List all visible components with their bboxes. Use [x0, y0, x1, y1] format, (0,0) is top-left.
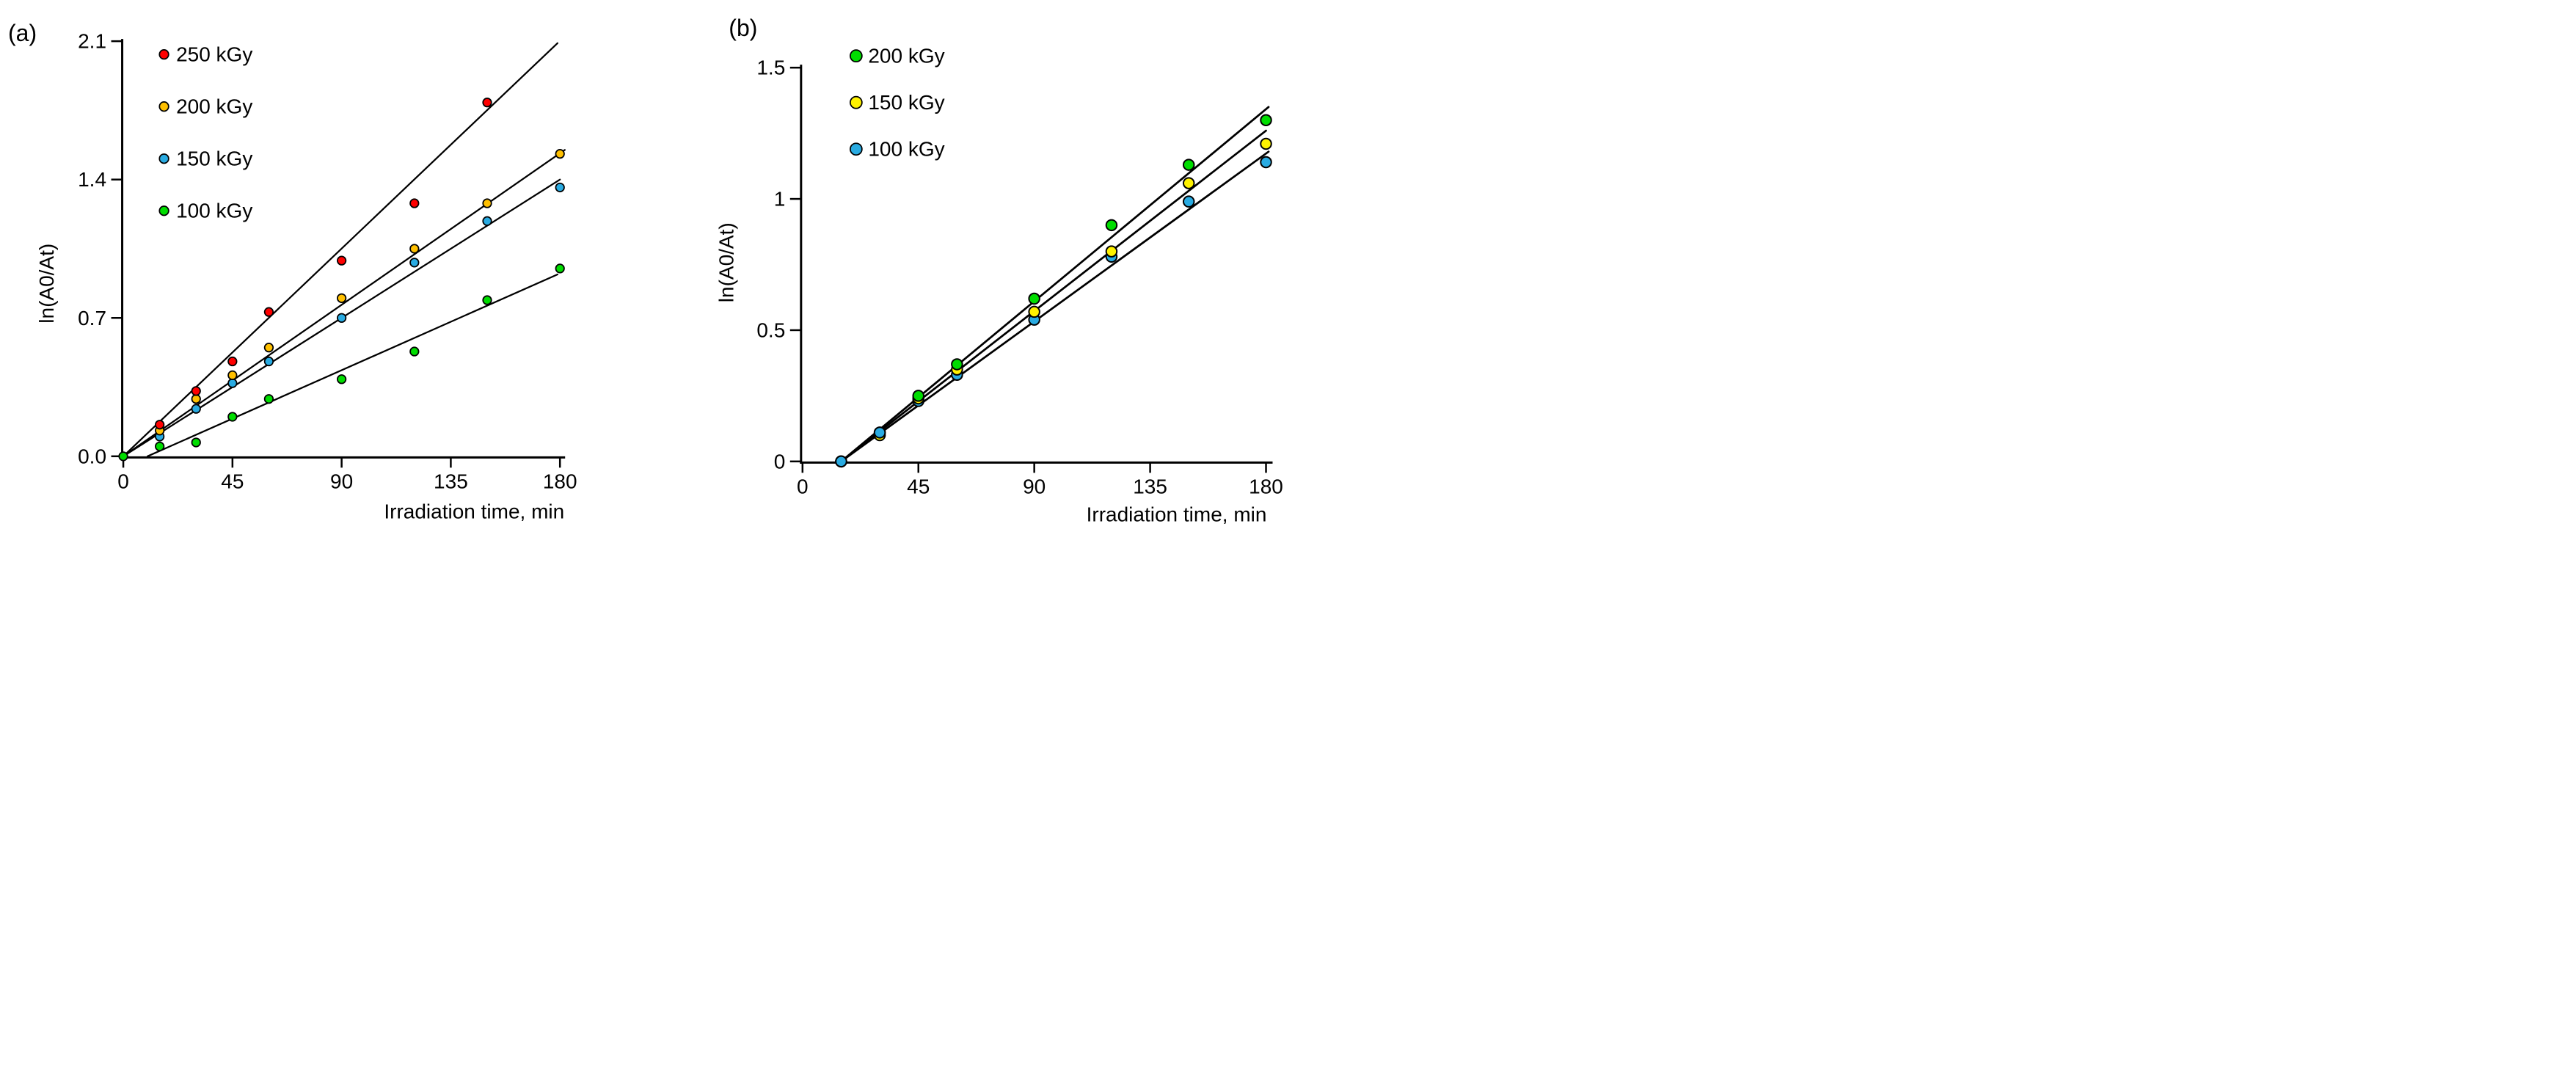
- data-point: [1028, 305, 1040, 318]
- y-tick-label: 0.0: [78, 445, 106, 467]
- data-point: [263, 343, 274, 353]
- data-point: [1028, 292, 1040, 305]
- data-point: [263, 356, 274, 367]
- data-point: [337, 374, 347, 385]
- legend-label: 150 kGy: [176, 147, 252, 170]
- legend-label: 250 kGy: [176, 43, 252, 66]
- data-point: [118, 451, 128, 462]
- y-tick-label: 0: [774, 450, 786, 473]
- data-point: [409, 198, 420, 208]
- data-point: [873, 426, 886, 439]
- y-tick-label: 0.5: [756, 318, 785, 341]
- data-point: [227, 370, 238, 381]
- data-point: [1182, 158, 1195, 171]
- legend-marker: [849, 49, 863, 63]
- data-point: [1182, 195, 1195, 208]
- legend-marker: [158, 205, 169, 216]
- x-tick-label: 135: [434, 470, 468, 492]
- data-point: [835, 455, 847, 468]
- data-point: [191, 437, 201, 448]
- data-point: [337, 255, 347, 266]
- kinetics-figure: 0.0 0.7 1.4 2.1 0 45 90 135 180 Irradiation time,…: [0, 0, 1288, 538]
- legend-label: 100 kGy: [176, 200, 252, 222]
- data-point: [263, 307, 274, 317]
- data-point: [191, 386, 201, 396]
- legend-marker: [849, 95, 863, 109]
- legend-marker: [158, 153, 169, 164]
- legend-marker: [158, 49, 169, 60]
- data-point: [155, 441, 165, 451]
- data-point: [482, 198, 492, 208]
- panel-label: (a): [8, 20, 37, 46]
- data-point: [409, 244, 420, 254]
- x-axis-title: Irradiation time, min: [1087, 503, 1267, 525]
- data-point: [1260, 156, 1272, 169]
- data-point: [227, 378, 238, 388]
- x-tick-label: 135: [1133, 475, 1167, 498]
- y-tick-label: 1.4: [78, 168, 106, 191]
- x-tick-label: 0: [797, 475, 809, 498]
- data-point: [409, 258, 420, 268]
- data-point: [337, 313, 347, 323]
- x-tick-label: 45: [907, 475, 930, 498]
- x-tick-label: 45: [221, 470, 244, 492]
- data-point: [912, 390, 924, 402]
- data-point: [1105, 245, 1118, 258]
- data-point: [555, 263, 565, 274]
- data-point: [482, 98, 492, 108]
- y-tick-label: 1: [774, 188, 786, 211]
- y-axis-title: ln(A0/At): [715, 222, 737, 302]
- data-point: [1182, 177, 1195, 189]
- trend-line: [146, 273, 559, 457]
- data-point: [337, 293, 347, 303]
- legend-marker: [158, 101, 169, 112]
- data-point: [191, 394, 201, 404]
- data-point: [555, 182, 565, 193]
- data-point: [227, 412, 238, 422]
- legend-label: 100 kGy: [868, 138, 944, 161]
- legend-label: 200 kGy: [868, 45, 944, 68]
- data-point: [155, 420, 165, 430]
- data-point: [227, 356, 238, 367]
- data-point: [1105, 219, 1118, 232]
- trend-line: [840, 106, 1270, 463]
- legend-marker: [849, 142, 863, 156]
- x-tick-label: 180: [543, 470, 577, 492]
- legend-label: 150 kGy: [868, 91, 944, 114]
- data-point: [482, 295, 492, 305]
- data-point: [555, 149, 565, 159]
- data-point: [191, 404, 201, 414]
- data-point: [951, 358, 963, 371]
- data-point: [482, 216, 492, 226]
- y-tick-label: 2.1: [78, 30, 106, 53]
- legend-label: 200 kGy: [176, 95, 252, 118]
- y-tick-label: 1.5: [756, 57, 785, 79]
- data-point: [1260, 137, 1272, 150]
- x-tick-label: 90: [1023, 475, 1046, 498]
- x-tick-label: 0: [117, 470, 129, 492]
- trend-line: [840, 150, 1270, 463]
- x-axis-title: Irradiation time, min: [384, 500, 564, 522]
- data-point: [1260, 114, 1272, 126]
- y-axis-title: ln(A0/At): [35, 244, 58, 324]
- trend-line: [122, 149, 566, 457]
- x-tick-label: 90: [330, 470, 353, 492]
- y-tick-label: 0.7: [78, 307, 106, 329]
- panel-label: (b): [729, 15, 757, 41]
- chart-canvas: 0.0 0.7 1.4 2.1 0 45 90 135 180 Irradiation time,…: [8, 15, 1283, 525]
- x-tick-label: 180: [1249, 475, 1283, 498]
- data-point: [409, 346, 420, 357]
- data-point: [263, 394, 274, 404]
- trend-line: [840, 129, 1267, 463]
